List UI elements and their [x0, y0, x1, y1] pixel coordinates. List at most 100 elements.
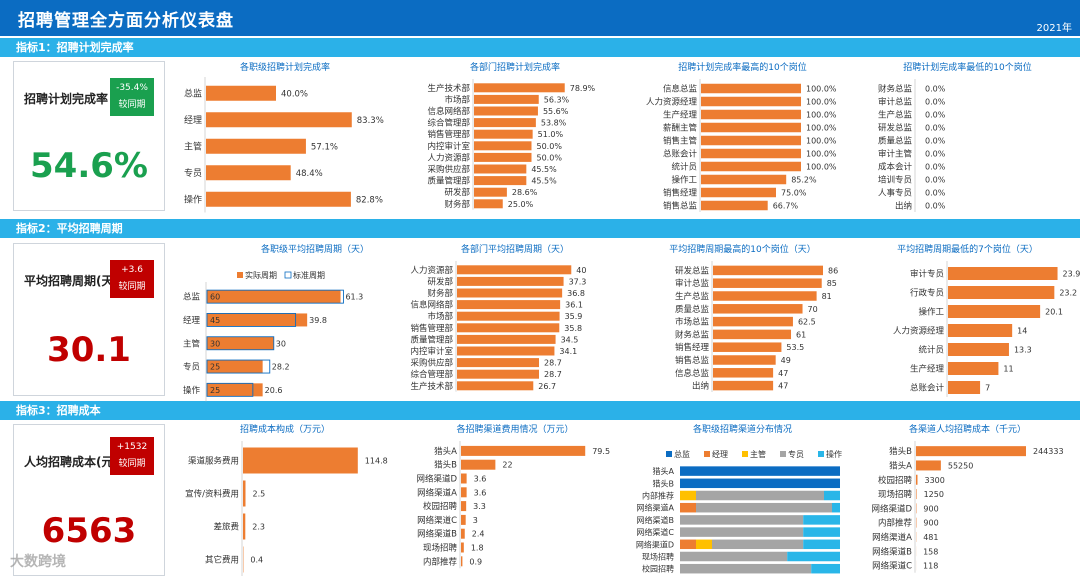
bar — [474, 129, 533, 139]
category-label: 出纳 — [692, 381, 709, 392]
data-label: 114.8 — [365, 457, 388, 466]
stack-segment — [680, 490, 696, 501]
category-label: 现场招聘 — [878, 489, 913, 500]
bar — [461, 445, 586, 456]
kpi-label: 平均招聘周期(天) — [24, 274, 119, 288]
category-label: 销售总监 — [663, 201, 698, 212]
data-label: 118 — [923, 562, 938, 571]
category-label: 成本会计 — [878, 162, 913, 173]
category-label: 网络渠道D — [871, 503, 912, 514]
bar — [457, 346, 555, 356]
legend-swatch-standard — [284, 271, 292, 279]
category-label: 网络渠道C — [636, 527, 674, 537]
data-label: 34.1 — [559, 347, 577, 356]
data-label: 22 — [502, 461, 512, 470]
data-label: 2.4 — [472, 530, 485, 539]
data-label: 0.0% — [925, 189, 946, 198]
bar — [243, 480, 246, 507]
legend-swatch — [742, 451, 748, 457]
chart-title: 各职级招聘计划完成率 — [240, 61, 330, 73]
bar-standard — [207, 360, 263, 374]
bar — [461, 487, 467, 498]
category-label: 市场总监 — [675, 317, 710, 328]
data-label: 0.0% — [925, 176, 946, 185]
bar-actual — [206, 359, 271, 374]
category-label: 综合管理部 — [410, 369, 453, 380]
legend-swatch-actual — [237, 272, 243, 278]
bar-inner-label: 60 — [210, 293, 220, 302]
bar — [701, 135, 801, 146]
chart-title: 各招聘渠道费用情况（万元） — [456, 423, 573, 435]
kpi-badge: +1532 较同期 — [110, 437, 154, 475]
data-label: 53.8% — [541, 119, 567, 128]
category-label: 其它费用 — [205, 555, 239, 566]
dashboard-title: 招聘管理全方面分析仪表盘 — [18, 11, 234, 31]
data-label: 14 — [1017, 327, 1027, 336]
badge-compare: 较同期 — [118, 100, 146, 110]
bar — [461, 459, 496, 470]
bar — [206, 165, 291, 181]
data-label: 3 — [473, 516, 478, 525]
bar — [474, 176, 527, 186]
data-label: 3.6 — [474, 475, 487, 484]
bar — [701, 83, 801, 94]
data-label: 81 — [822, 292, 832, 301]
data-label: 83.3% — [357, 116, 384, 126]
bar — [457, 265, 572, 275]
data-label: 36.8 — [567, 289, 585, 298]
bar — [948, 267, 1058, 280]
legend-swatch — [780, 451, 786, 457]
category-label: 渠道服务费用 — [188, 456, 239, 467]
chart-title: 各部门招聘计划完成率 — [470, 61, 560, 73]
stack-segment — [811, 563, 840, 574]
data-label: 100.0% — [806, 163, 837, 172]
bar — [243, 447, 358, 474]
data-label: 20.6 — [265, 386, 283, 395]
bar — [474, 141, 532, 151]
chart-title: 招聘计划完成率最低的10个岗位 — [903, 61, 1031, 73]
data-label: 2.5 — [253, 490, 266, 499]
category-label: 网络渠道A — [417, 487, 457, 498]
category-label: 销售管理部 — [427, 129, 470, 140]
bar — [701, 187, 776, 198]
category-label: 主管 — [183, 338, 200, 349]
category-label: 内部推荐 — [423, 556, 458, 567]
data-label: 1.8 — [471, 544, 484, 553]
data-label: 0.0% — [925, 163, 946, 172]
data-label: 36.1 — [565, 301, 583, 310]
data-label: 900 — [923, 519, 938, 528]
chart-channel-cost: 各招聘渠道费用情况（万元） 猎头A 79.5 猎头B 22 网络渠道D 3.6 网络渠道A 3.… — [416, 423, 610, 569]
stack-segment — [696, 490, 824, 501]
data-label: 30 — [276, 339, 286, 348]
bar — [457, 369, 539, 379]
data-label: 48.4% — [296, 169, 323, 179]
category-label: 出纳 — [895, 201, 912, 212]
data-label: 85 — [827, 279, 837, 288]
bar — [701, 122, 801, 133]
stack-segment — [803, 527, 840, 537]
bar — [948, 324, 1013, 337]
data-label: 79.5 — [592, 447, 610, 456]
bar-actual — [206, 336, 275, 351]
data-label: 23.9 — [1063, 270, 1080, 279]
watermark-logo: 大数跨境 — [10, 554, 66, 570]
data-label: 50.0% — [537, 142, 563, 151]
category-label: 网络渠道B — [872, 546, 912, 557]
category-label: 信息网络部 — [427, 106, 470, 117]
data-label: 40 — [576, 266, 586, 275]
chart-title: 招聘计划完成率最高的10个岗位 — [678, 61, 806, 73]
category-label: 经理 — [184, 114, 202, 126]
badge-change: -35.4% — [116, 83, 148, 93]
category-label: 网络渠道C — [417, 515, 457, 526]
bar-inner-label: 30 — [210, 339, 220, 348]
kpi-value: 30.1 — [47, 330, 131, 370]
data-label: 40.0% — [281, 89, 308, 99]
badge-compare: 较同期 — [118, 459, 146, 469]
bar — [713, 329, 792, 340]
kpi-value: 54.6% — [30, 146, 148, 186]
category-label: 信息网络部 — [410, 300, 453, 311]
bar — [713, 368, 774, 378]
bar — [474, 83, 565, 93]
